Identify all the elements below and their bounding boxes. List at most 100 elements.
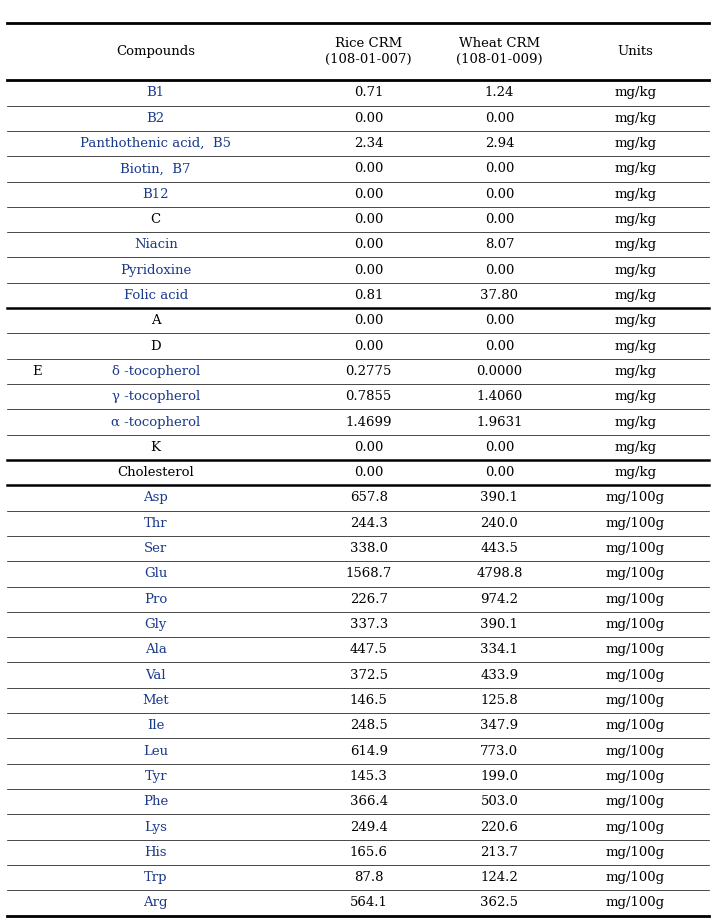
Text: Cholesterol: Cholesterol <box>117 466 194 479</box>
Text: K: K <box>151 441 160 454</box>
Text: 0.00: 0.00 <box>354 314 384 328</box>
Text: mg/kg: mg/kg <box>614 87 657 100</box>
Text: Asp: Asp <box>143 491 168 505</box>
Text: mg/kg: mg/kg <box>614 314 657 328</box>
Text: mg/100g: mg/100g <box>606 568 665 581</box>
Text: mg/kg: mg/kg <box>614 162 657 175</box>
Text: A: A <box>151 314 160 328</box>
Text: δ -tocopherol: δ -tocopherol <box>112 365 200 378</box>
Text: 0.00: 0.00 <box>354 238 384 251</box>
Text: Rice CRM
(108-01-007): Rice CRM (108-01-007) <box>326 37 412 66</box>
Text: Pyridoxine: Pyridoxine <box>120 264 191 277</box>
Text: 1.9631: 1.9631 <box>476 415 523 428</box>
Text: 773.0: 773.0 <box>480 745 518 758</box>
Text: mg/kg: mg/kg <box>614 415 657 428</box>
Text: mg/100g: mg/100g <box>606 517 665 530</box>
Text: Gly: Gly <box>145 618 167 631</box>
Text: 165.6: 165.6 <box>349 845 388 858</box>
Text: 2.94: 2.94 <box>485 138 514 150</box>
Text: mg/100g: mg/100g <box>606 618 665 631</box>
Text: Tyr: Tyr <box>145 770 167 783</box>
Text: mg/100g: mg/100g <box>606 745 665 758</box>
Text: 657.8: 657.8 <box>349 491 388 505</box>
Text: 0.81: 0.81 <box>354 289 384 302</box>
Text: 244.3: 244.3 <box>350 517 387 530</box>
Text: 0.00: 0.00 <box>485 162 514 175</box>
Text: mg/100g: mg/100g <box>606 796 665 809</box>
Text: 366.4: 366.4 <box>349 796 388 809</box>
Text: 503.0: 503.0 <box>480 796 518 809</box>
Text: 0.2775: 0.2775 <box>346 365 392 378</box>
Text: mg/100g: mg/100g <box>606 542 665 555</box>
Text: 1.4699: 1.4699 <box>346 415 392 428</box>
Text: Folic acid: Folic acid <box>124 289 188 302</box>
Text: mg/100g: mg/100g <box>606 694 665 707</box>
Text: B12: B12 <box>142 187 169 200</box>
Text: Lys: Lys <box>145 821 167 833</box>
Text: Biotin,  B7: Biotin, B7 <box>120 162 191 175</box>
Text: 0.00: 0.00 <box>354 162 384 175</box>
Text: 145.3: 145.3 <box>350 770 387 783</box>
Text: 87.8: 87.8 <box>354 871 384 884</box>
Text: 0.7855: 0.7855 <box>346 390 392 403</box>
Text: 226.7: 226.7 <box>349 593 388 605</box>
Text: mg/100g: mg/100g <box>606 896 665 909</box>
Text: mg/kg: mg/kg <box>614 390 657 403</box>
Text: Panthothenic acid,  B5: Panthothenic acid, B5 <box>80 138 231 150</box>
Text: 240.0: 240.0 <box>480 517 518 530</box>
Text: 0.00: 0.00 <box>354 112 384 125</box>
Text: Niacin: Niacin <box>134 238 178 251</box>
Text: 0.00: 0.00 <box>485 112 514 125</box>
Text: Leu: Leu <box>143 745 168 758</box>
Text: 0.00: 0.00 <box>485 213 514 226</box>
Text: 372.5: 372.5 <box>349 668 388 682</box>
Text: 974.2: 974.2 <box>480 593 518 605</box>
Text: 0.00: 0.00 <box>354 187 384 200</box>
Text: 564.1: 564.1 <box>350 896 387 909</box>
Text: α -tocopherol: α -tocopherol <box>111 415 200 428</box>
Text: 0.00: 0.00 <box>354 264 384 277</box>
Text: 447.5: 447.5 <box>350 643 387 656</box>
Text: 0.00: 0.00 <box>354 441 384 454</box>
Text: 37.80: 37.80 <box>480 289 518 302</box>
Text: mg/kg: mg/kg <box>614 213 657 226</box>
Text: Units: Units <box>617 45 654 58</box>
Text: Arg: Arg <box>143 896 168 909</box>
Text: mg/100g: mg/100g <box>606 491 665 505</box>
Text: mg/100g: mg/100g <box>606 643 665 656</box>
Text: mg/100g: mg/100g <box>606 845 665 858</box>
Text: 0.00: 0.00 <box>485 466 514 479</box>
Text: mg/kg: mg/kg <box>614 238 657 251</box>
Text: 443.5: 443.5 <box>480 542 518 555</box>
Text: mg/kg: mg/kg <box>614 187 657 200</box>
Text: Ile: Ile <box>147 719 165 732</box>
Text: mg/kg: mg/kg <box>614 112 657 125</box>
Text: mg/100g: mg/100g <box>606 821 665 833</box>
Text: 124.2: 124.2 <box>480 871 518 884</box>
Text: 1568.7: 1568.7 <box>346 568 392 581</box>
Text: Glu: Glu <box>144 568 168 581</box>
Text: mg/kg: mg/kg <box>614 365 657 378</box>
Text: 125.8: 125.8 <box>480 694 518 707</box>
Text: 8.07: 8.07 <box>485 238 514 251</box>
Text: 390.1: 390.1 <box>480 618 518 631</box>
Text: 338.0: 338.0 <box>349 542 388 555</box>
Text: 248.5: 248.5 <box>350 719 387 732</box>
Text: B1: B1 <box>147 87 165 100</box>
Text: Trp: Trp <box>144 871 168 884</box>
Text: 0.0000: 0.0000 <box>476 365 523 378</box>
Text: 2.34: 2.34 <box>354 138 384 150</box>
Text: 390.1: 390.1 <box>480 491 518 505</box>
Text: 1.24: 1.24 <box>485 87 514 100</box>
Text: mg/100g: mg/100g <box>606 593 665 605</box>
Text: mg/kg: mg/kg <box>614 289 657 302</box>
Text: 0.00: 0.00 <box>485 314 514 328</box>
Text: mg/kg: mg/kg <box>614 264 657 277</box>
Text: mg/kg: mg/kg <box>614 466 657 479</box>
Text: 347.9: 347.9 <box>480 719 518 732</box>
Text: 213.7: 213.7 <box>480 845 518 858</box>
Text: 0.00: 0.00 <box>485 340 514 353</box>
Text: Wheat CRM
(108-01-009): Wheat CRM (108-01-009) <box>456 37 543 66</box>
Text: 433.9: 433.9 <box>480 668 518 682</box>
Text: 146.5: 146.5 <box>350 694 387 707</box>
